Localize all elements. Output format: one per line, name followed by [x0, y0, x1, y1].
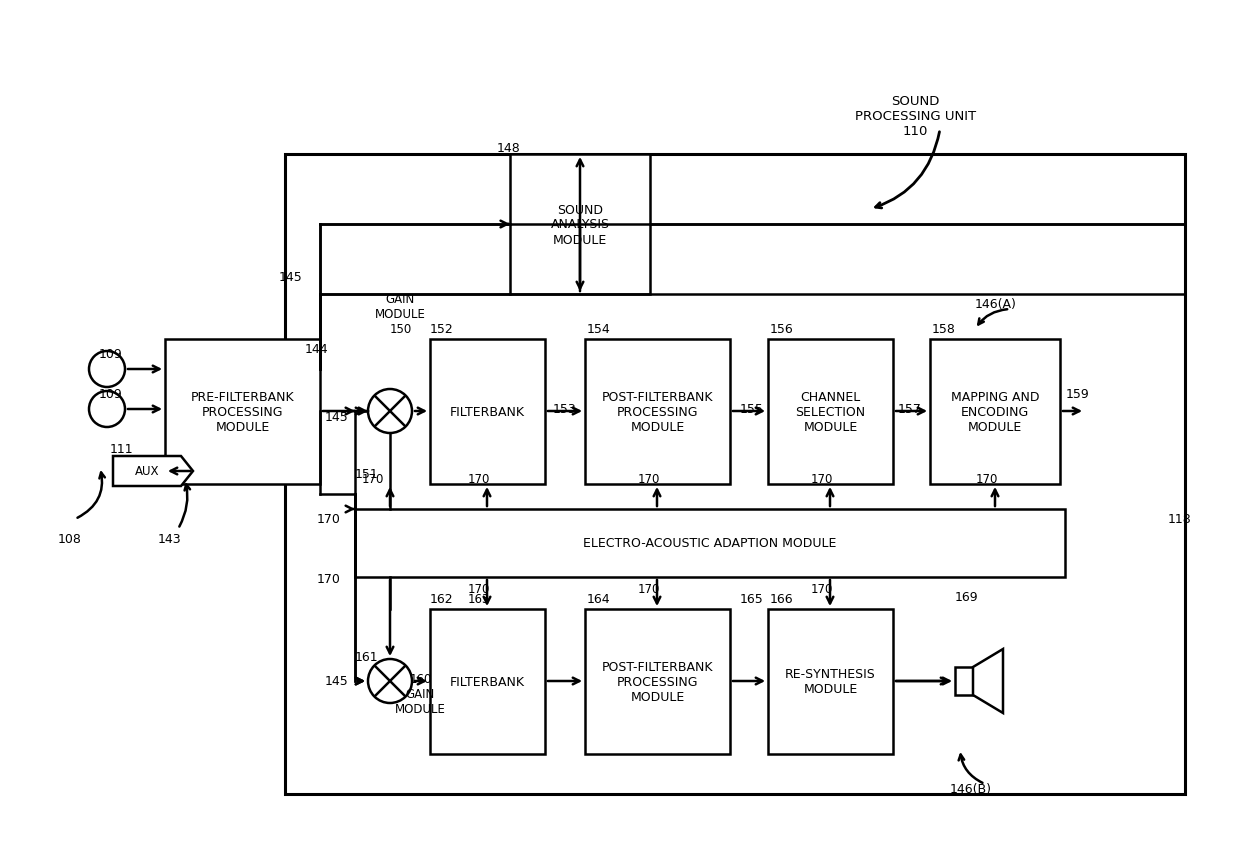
- Text: 145: 145: [325, 411, 348, 424]
- Text: GAIN
MODULE
150: GAIN MODULE 150: [374, 293, 425, 336]
- Text: 118: 118: [1168, 513, 1192, 526]
- Text: 145: 145: [279, 271, 303, 284]
- Text: POST-FILTERBANK
PROCESSING
MODULE: POST-FILTERBANK PROCESSING MODULE: [601, 660, 713, 703]
- Text: CHANNEL
SELECTION
MODULE: CHANNEL SELECTION MODULE: [795, 391, 866, 433]
- Text: 170: 170: [362, 473, 384, 486]
- Text: 145: 145: [325, 675, 348, 688]
- Text: 143: 143: [157, 533, 181, 546]
- Text: 157: 157: [898, 403, 921, 416]
- Text: 169: 169: [955, 591, 978, 604]
- Text: 170: 170: [811, 473, 833, 486]
- Text: ELECTRO-ACOUSTIC ADAPTION MODULE: ELECTRO-ACOUSTIC ADAPTION MODULE: [583, 537, 837, 550]
- Bar: [930, 339, 1060, 485]
- Bar: [955, 667, 973, 695]
- Circle shape: [368, 659, 412, 703]
- Bar: [285, 154, 1185, 794]
- Bar: [430, 339, 546, 485]
- Text: 165: 165: [740, 593, 764, 606]
- Text: 170: 170: [467, 473, 490, 486]
- Text: 109: 109: [99, 388, 123, 401]
- Text: 111: 111: [110, 443, 134, 456]
- Text: 162: 162: [430, 593, 454, 606]
- Text: PRE-FILTERBANK
PROCESSING
MODULE: PRE-FILTERBANK PROCESSING MODULE: [191, 391, 294, 433]
- Text: AUX: AUX: [135, 465, 159, 478]
- Text: 109: 109: [99, 348, 123, 361]
- Text: FILTERBANK: FILTERBANK: [450, 405, 525, 419]
- Circle shape: [368, 390, 412, 433]
- Text: 170: 170: [639, 583, 661, 595]
- Text: POST-FILTERBANK
PROCESSING
MODULE: POST-FILTERBANK PROCESSING MODULE: [601, 391, 713, 433]
- Text: 170: 170: [639, 473, 661, 486]
- Text: 161: 161: [355, 651, 378, 664]
- Circle shape: [89, 351, 125, 387]
- Bar: [768, 609, 893, 754]
- Polygon shape: [113, 456, 193, 486]
- Bar: [585, 609, 730, 754]
- Text: 170: 170: [811, 583, 833, 595]
- Text: 152: 152: [430, 323, 454, 336]
- Text: 164: 164: [587, 593, 610, 606]
- Text: 148: 148: [497, 142, 521, 154]
- Text: 156: 156: [770, 323, 794, 336]
- Bar: [165, 339, 320, 485]
- Text: 146(A): 146(A): [975, 299, 1017, 311]
- Bar: [430, 609, 546, 754]
- Text: 108: 108: [58, 533, 82, 546]
- Text: 158: 158: [932, 323, 956, 336]
- Bar: [585, 339, 730, 485]
- Text: 170: 170: [317, 573, 341, 586]
- Bar: [768, 339, 893, 485]
- Bar: [355, 509, 1065, 577]
- Text: SOUND
ANALYSIS
MODULE: SOUND ANALYSIS MODULE: [551, 203, 610, 247]
- Text: 154: 154: [587, 323, 611, 336]
- Text: SOUND
PROCESSING UNIT
110: SOUND PROCESSING UNIT 110: [856, 95, 976, 138]
- Text: FILTERBANK: FILTERBANK: [450, 676, 525, 688]
- Text: 153: 153: [553, 403, 577, 416]
- Text: 144: 144: [305, 343, 329, 356]
- Text: 155: 155: [740, 403, 764, 416]
- Text: 163: 163: [467, 593, 490, 606]
- Text: 146(B): 146(B): [950, 782, 992, 796]
- Text: 170: 170: [467, 583, 490, 595]
- Circle shape: [89, 392, 125, 427]
- Text: 151: 151: [355, 468, 378, 481]
- Text: MAPPING AND
ENCODING
MODULE: MAPPING AND ENCODING MODULE: [951, 391, 1039, 433]
- Text: RE-SYNTHESIS
MODULE: RE-SYNTHESIS MODULE: [785, 668, 875, 696]
- Text: 170: 170: [976, 473, 998, 486]
- Text: 170: 170: [317, 513, 341, 526]
- Text: 160
GAIN
MODULE: 160 GAIN MODULE: [396, 673, 446, 716]
- Bar: [510, 154, 650, 294]
- Polygon shape: [973, 649, 1003, 713]
- Text: 166: 166: [770, 593, 794, 606]
- Text: 159: 159: [1066, 388, 1090, 401]
